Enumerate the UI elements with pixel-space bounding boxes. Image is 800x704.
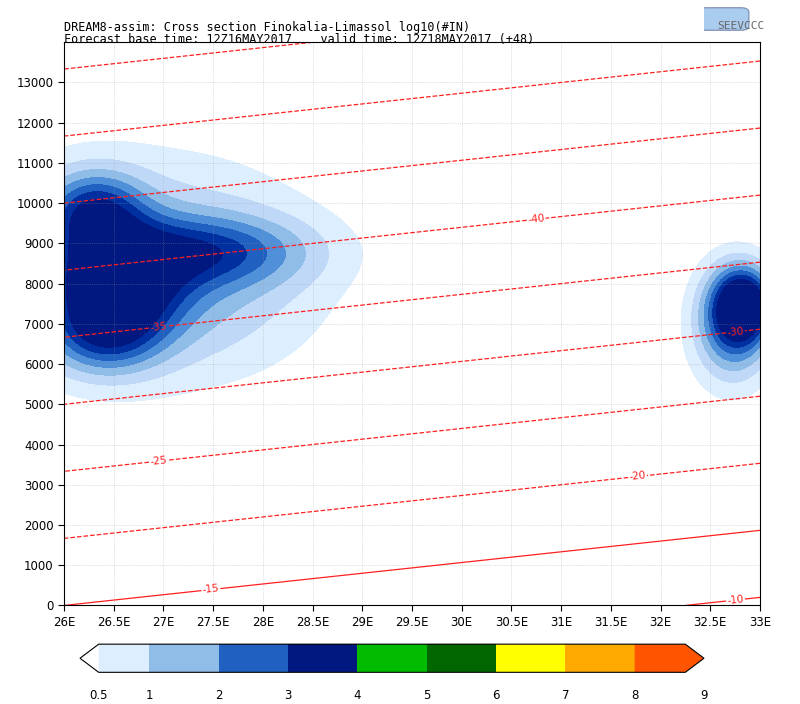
Text: Forecast base time: 12Z16MAY2017    valid time: 12Z18MAY2017 (+48): Forecast base time: 12Z16MAY2017 valid t…: [64, 33, 534, 46]
Text: SEEVCCC: SEEVCCC: [717, 21, 764, 31]
Text: 8: 8: [631, 689, 638, 701]
Text: DREAM8-assim: Cross section Finokalia-Limassol log10(#IN): DREAM8-assim: Cross section Finokalia-Li…: [64, 21, 470, 34]
Text: -30: -30: [726, 326, 745, 338]
Text: 2: 2: [215, 689, 222, 701]
Text: 0.5: 0.5: [90, 689, 108, 701]
Text: 4: 4: [354, 689, 361, 701]
Polygon shape: [634, 644, 704, 672]
Polygon shape: [358, 644, 426, 672]
Polygon shape: [218, 644, 288, 672]
Text: 1: 1: [146, 689, 153, 701]
Text: -35: -35: [150, 321, 167, 333]
Polygon shape: [566, 644, 634, 672]
Text: 5: 5: [423, 689, 430, 701]
Text: 6: 6: [492, 689, 500, 701]
Polygon shape: [426, 644, 496, 672]
Text: -10: -10: [726, 594, 745, 606]
Polygon shape: [496, 644, 566, 672]
Text: -15: -15: [202, 584, 220, 596]
Text: 7: 7: [562, 689, 569, 701]
Text: 3: 3: [284, 689, 292, 701]
Text: 9: 9: [700, 689, 708, 701]
FancyBboxPatch shape: [698, 8, 749, 30]
Text: -40: -40: [527, 213, 545, 225]
Polygon shape: [150, 644, 218, 672]
Text: -25: -25: [150, 455, 167, 467]
Polygon shape: [80, 644, 98, 672]
Text: -20: -20: [629, 471, 646, 482]
Polygon shape: [80, 644, 150, 672]
Polygon shape: [288, 644, 358, 672]
